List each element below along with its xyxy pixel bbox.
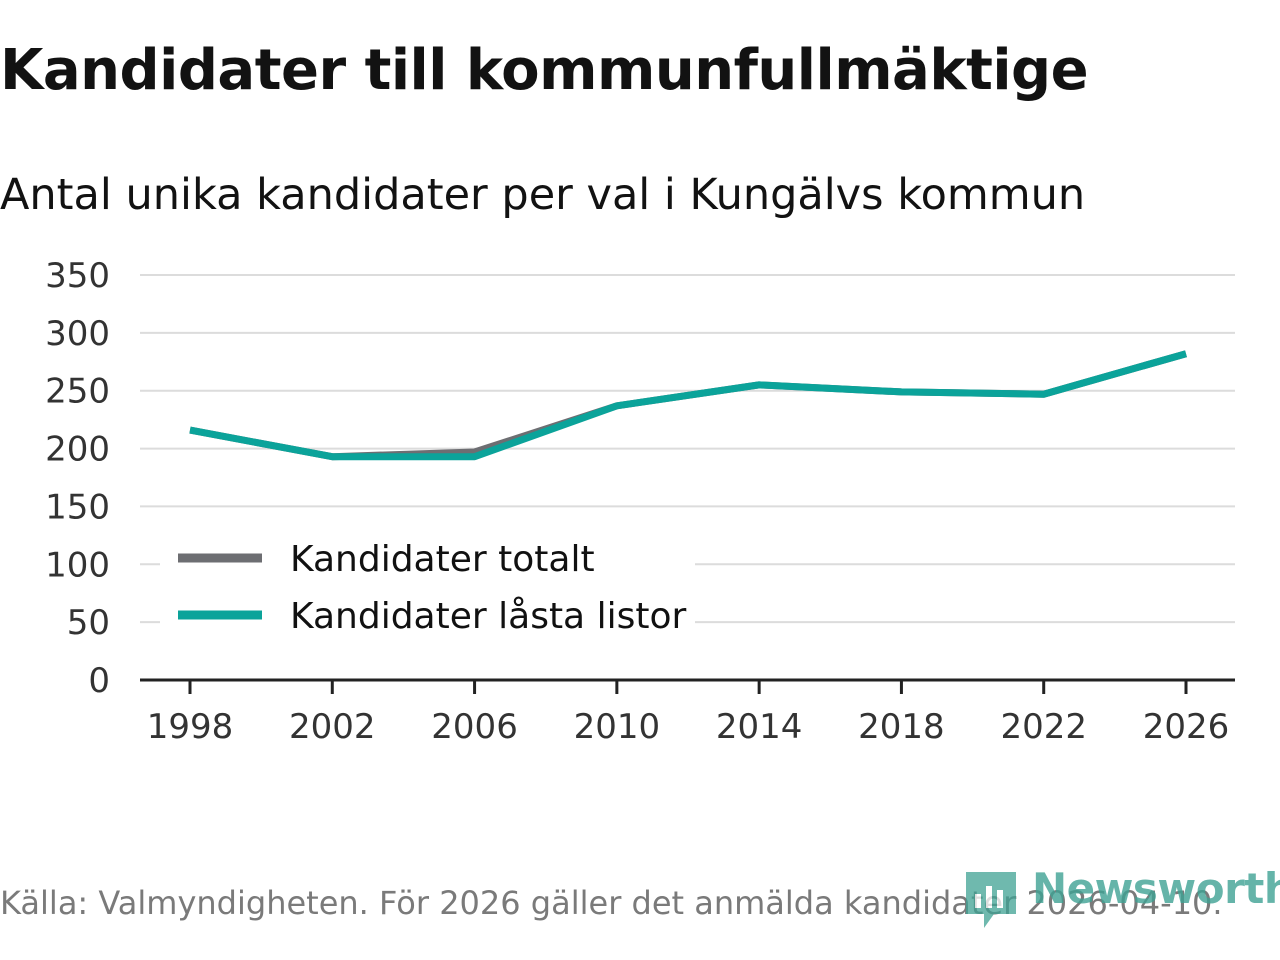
legend-background (160, 520, 695, 645)
x-tick-label: 2018 (858, 707, 945, 747)
y-tick-label: 150 (45, 487, 110, 527)
source-note: Källa: Valmyndigheten. För 2026 gäller d… (0, 884, 1223, 922)
x-tick-label: 2014 (716, 707, 803, 747)
series-line-total (189, 350, 1187, 461)
y-tick-label: 200 (45, 430, 110, 470)
chart-title: Kandidater till kommunfullmäktige (0, 38, 1089, 103)
logo-text: Newsworthy (1032, 864, 1280, 913)
x-tick-label: 2002 (289, 707, 376, 747)
x-tick-label: 1998 (147, 707, 234, 747)
bar-chart-icon (966, 872, 1016, 928)
chart-subtitle: Antal unika kandidater per val i Kungälv… (0, 170, 1086, 220)
y-tick-label: 0 (88, 661, 110, 701)
y-tick-label: 350 (45, 256, 110, 296)
legend-label: Kandidater låsta listor (290, 596, 686, 637)
x-tick-label: 2010 (574, 707, 661, 747)
series-line-locked (189, 350, 1187, 461)
x-tick-label: 2022 (1000, 707, 1087, 747)
y-tick-label: 250 (45, 372, 110, 412)
newsworthy-logo: Newsworthy (964, 862, 1280, 932)
x-tick-label: 2006 (431, 707, 518, 747)
legend-label: Kandidater totalt (290, 539, 595, 580)
y-tick-label: 300 (45, 314, 110, 354)
y-tick-label: 100 (45, 545, 110, 585)
x-tick-label: 2026 (1143, 707, 1230, 747)
y-tick-label: 50 (67, 603, 110, 643)
